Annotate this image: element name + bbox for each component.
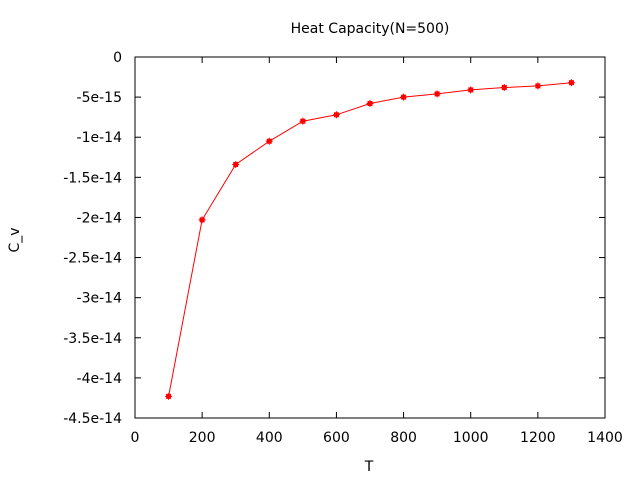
y-tick-label: 0: [113, 50, 122, 66]
y-tick-label: -4.5e-14: [63, 411, 122, 427]
y-tick-label: -3.5e-14: [63, 331, 122, 347]
y-axis-label: C_v: [7, 227, 23, 252]
data-series: [165, 79, 575, 400]
x-tick-label: 1000: [453, 430, 489, 446]
plot-frame: [134, 56, 606, 419]
axes: [134, 56, 606, 419]
x-tick-label: 1200: [520, 430, 556, 446]
y-tick-label: -4e-14: [77, 371, 123, 387]
x-tick-label: 200: [189, 430, 216, 446]
x-axis-label: T: [364, 459, 374, 475]
x-tick-label: 0: [131, 430, 140, 446]
x-tick-label: 1400: [587, 430, 623, 446]
y-tick-label: -5e-15: [77, 90, 122, 106]
chart-title: Heat Capacity(N=500): [291, 21, 450, 37]
y-tick-label: -2.5e-14: [63, 251, 122, 267]
y-tick-label: -1.5e-14: [63, 170, 122, 186]
y-tick-label: -2e-14: [77, 210, 123, 226]
axis-ticks: 0 200 400 600 800 1000 1200 1400 0 -5e-15 -1e-14 -1…: [63, 50, 623, 446]
y-tick-label: -3e-14: [77, 291, 123, 307]
series-line: [168, 82, 572, 397]
x-tick-label: 800: [390, 430, 417, 446]
x-tick-label: 400: [256, 430, 283, 446]
x-tick-label: 600: [323, 430, 350, 446]
y-tick-label: -1e-14: [77, 130, 123, 146]
